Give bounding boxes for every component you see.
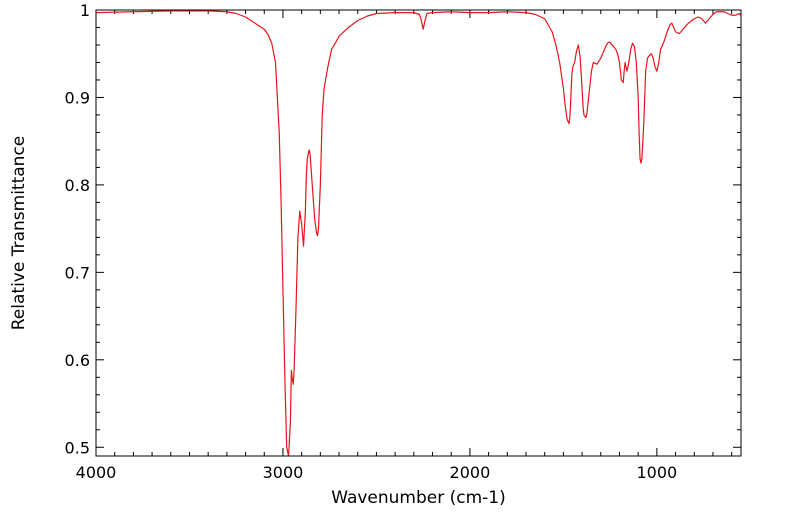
x-axis: 4000 3000 2000 1000 (76, 10, 733, 482)
y-tick-label: 0.6 (65, 351, 90, 370)
y-tick-label: 0.9 (65, 88, 90, 107)
x-tick-label: 4000 (76, 463, 117, 482)
y-tick-label: 0.5 (65, 438, 90, 457)
y-axis-title: Relative Transmittance (9, 136, 29, 331)
y-axis: 1 0.9 0.8 0.7 0.6 0.5 (65, 1, 741, 457)
y-tick-label: 0.8 (65, 176, 90, 195)
series-group (96, 10, 741, 456)
y-tick-label: 0.7 (65, 263, 90, 282)
x-axis-title: Wavenumber (cm-1) (331, 488, 506, 508)
x-tick-label: 2000 (450, 463, 491, 482)
x-tick-label: 3000 (263, 463, 304, 482)
x-tick-label: 1000 (637, 463, 678, 482)
spectrum-line (96, 10, 741, 456)
y-tick-label: 1 (80, 1, 90, 20)
plot-area-frame (95, 9, 742, 457)
